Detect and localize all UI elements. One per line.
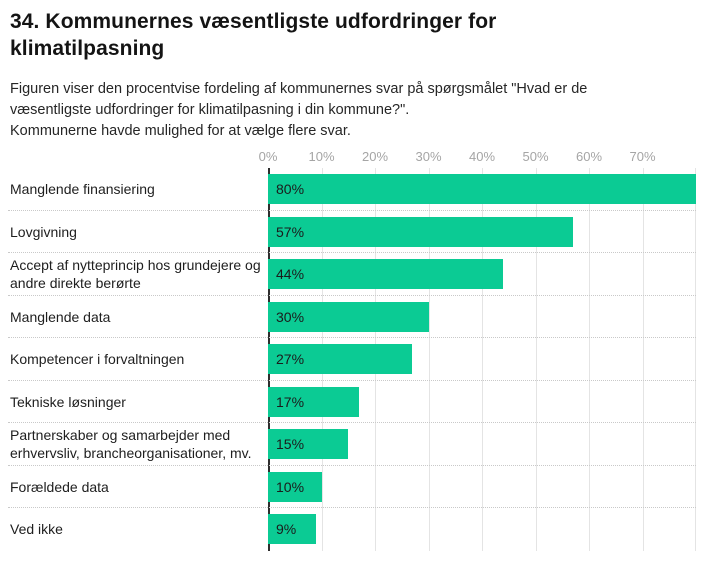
row-separator [8,422,696,423]
category-label-line: Partnerskaber og samarbejder med [10,427,231,444]
row-separator [8,209,696,211]
row-separator [8,379,696,381]
bar-value-label: 10% [276,478,305,495]
bar-value-label: 9% [276,521,297,537]
category-label: Forældede data [0,466,268,509]
axis-tick-label: 0% [258,149,278,164]
row-separator [8,337,696,338]
bar-row: Kompetencer i forvaltningen 27% [0,338,696,381]
bar-row: Accept af nytteprincip hos grundejere og… [0,253,696,296]
bar-value-label: 44% [276,266,305,282]
row-separator [8,464,696,466]
bar: 10% [268,471,322,502]
category-label-line: Kompetencer i forvaltningen [10,351,185,368]
bar: 27% [268,344,413,374]
axis-tick-label: 30% [415,149,442,164]
axis-tick-label: 50% [522,149,549,164]
category-label-line: Manglende finansiering [10,181,155,198]
bar: 57% [268,216,573,247]
category-label-line: erhvervsliv, brancheorganisationer, mv. [10,445,252,462]
row-separator [8,252,696,253]
bar: 15% [268,429,349,459]
bar: 44% [268,259,504,289]
x-axis-tick-labels: 0% 10% 20% 30% 40% 50% 60% 70% [259,144,696,168]
axis-tick-label: 60% [575,149,603,164]
category-label-line: Tekniske løsninger [10,393,126,410]
category-label-line: Forældede data [10,478,109,495]
category-label: Partnerskaber og samarbejder med erhverv… [0,423,268,466]
figure-description-line-1: Figuren viser den procentvise fordeling … [10,81,588,97]
category-label: Kompetencer i forvaltningen [0,338,268,381]
category-label: Lovgivning [0,211,268,254]
bar-track: 9% [268,508,696,551]
bar: 30% [268,301,429,332]
bar: 80% [268,174,696,204]
bar-chart: 0% 10% 20% 30% 40% 50% 60% 70% [0,144,696,551]
bar-value-label: 15% [276,436,305,452]
bar-row: Tekniske løsninger 17% [0,381,696,424]
bar-row: Manglende data 30% [0,296,696,339]
page-title-line-2: klimatilpasning [10,37,165,60]
category-label: Manglende data [0,296,268,339]
bar-row: Partnerskaber og samarbejder med erhverv… [0,423,696,466]
bar-track: 44% [268,253,696,296]
bar-value-label: 27% [276,351,305,367]
category-label: Ved ikke [0,508,268,551]
x-axis-spacer [0,144,268,168]
bar-row: Manglende finansiering 80% [0,168,696,211]
bar-track: 80% [268,168,696,211]
bar: 17% [268,386,359,417]
bar-track: 10% [268,466,696,509]
bar-row: Lovgivning 57% [0,211,696,254]
bar-value-label: 57% [276,223,305,240]
figure-description-line-2: væsentligste udfordringer for klimatilpa… [10,102,410,118]
axis-tick-label: 10% [308,149,335,164]
bar-value-label: 17% [276,393,305,410]
row-separator [8,294,696,296]
category-label: Accept af nytteprincip hos grundejere og… [0,253,268,296]
page-title: 34. Kommunernes væsentligste udfordringe… [10,8,709,62]
page-title-line-1: 34. Kommunernes væsentligste udfordringe… [10,10,497,33]
bar-track: 15% [268,423,696,466]
category-label-line: Accept af nytteprincip hos grundejere og [10,257,261,274]
category-label-line: Ved ikke [10,521,63,538]
figure-34: 34. Kommunernes væsentligste udfordringe… [0,8,709,577]
plot-area: Manglende finansiering 80% Lovgivning 57… [0,168,696,551]
bar: 9% [268,514,317,544]
axis-tick-label: 70% [629,149,656,164]
category-label-line: Manglende data [10,308,111,325]
category-label: Tekniske løsninger [0,381,268,424]
bar-track: 30% [268,296,696,339]
axis-tick-label: 20% [361,149,389,164]
category-label-line: Lovgivning [10,223,77,240]
bar-row: Forældede data 10% [0,466,696,509]
figure-description-line-3: Kommunerne havde mulighed for at vælge f… [10,123,351,139]
axis-tick-label: 40% [468,149,496,164]
row-separator [8,507,696,508]
bar-track: 57% [268,211,696,254]
bar-track: 27% [268,338,696,381]
bar-value-label: 30% [276,308,305,325]
x-axis: 0% 10% 20% 30% 40% 50% 60% 70% [0,144,696,168]
bar-value-label: 80% [276,181,305,197]
figure-description: Figuren viser den procentvise fordeling … [10,79,709,142]
category-label: Manglende finansiering [0,168,268,211]
bar-track: 17% [268,381,696,424]
bar-row: Ved ikke 9% [0,508,696,551]
category-label-line: andre direkte berørte [10,275,141,292]
